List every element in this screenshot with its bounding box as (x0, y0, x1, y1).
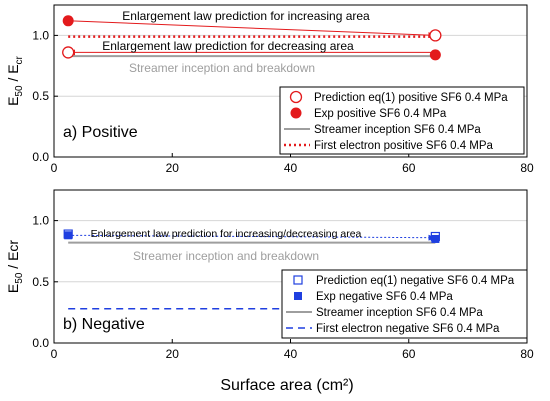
legend-label: Exp positive SF6 0.4 MPa (314, 108, 447, 120)
legend-label: Prediction eq(1) positive SF6 0.4 MPa (314, 92, 508, 104)
legend-label: Streamer inception SF6 0.4 MPa (316, 307, 483, 319)
legend-key (290, 107, 302, 119)
x-tick-label: 0 (51, 161, 58, 175)
legend-key (289, 90, 303, 104)
x-tick-label: 60 (402, 347, 416, 361)
legend-box (281, 269, 528, 339)
y-tick-label: 1.0 (32, 28, 49, 42)
x-tick-label: 40 (284, 347, 298, 361)
negative-chart-panel: 0.0 0.5 1.0 0 20 40 60 80 E50 / Ecr b) Negative En… (5, 189, 534, 361)
legend-label: Exp negative SF6 0.4 MPa (316, 291, 453, 303)
legend-label: First electron negative SF6 0.4 MPa (316, 323, 500, 335)
shared-x-axis-label: Surface area (cm²) (220, 377, 353, 394)
y-tick-label: 0.0 (32, 336, 49, 350)
x-tick-label: 40 (284, 161, 298, 175)
x-tick-label: 80 (520, 161, 534, 175)
legend-key (293, 275, 303, 285)
legend-key (294, 292, 302, 300)
data-point (429, 49, 441, 61)
data-point (64, 231, 73, 240)
y-axis-label: E50 / Ecr (5, 240, 25, 293)
positive-chart-panel: 0.0 0.5 1.0 0 20 40 60 80 E50 / Ecr a) Positive En… (5, 4, 534, 175)
y-axis-label: E50 / Ecr (5, 55, 25, 105)
legend-box (279, 86, 525, 155)
legend-label: Prediction eq(1) negative SF6 0.4 MPa (316, 275, 515, 287)
y-tick-label: 1.0 (32, 214, 49, 228)
annotation-text: Enlargement law prediction for increasin… (91, 228, 362, 240)
x-tick-label: 0 (51, 347, 58, 361)
data-point (62, 46, 75, 59)
y-tick-label: 0.5 (32, 89, 49, 103)
annotation-arrow (68, 234, 437, 241)
annotation-arrow (68, 20, 437, 39)
data-point (429, 29, 442, 42)
legend-label: Streamer inception SF6 0.4 MPa (314, 124, 481, 136)
annotation-text: Streamer inception and breakdown (133, 249, 319, 263)
annotation-text: Streamer inception and breakdown (129, 61, 315, 75)
y-tick-label: 0.0 (32, 150, 49, 164)
annotation-text: Enlargement law prediction for increasin… (122, 9, 370, 23)
x-tick-label: 20 (166, 161, 180, 175)
data-point (62, 15, 74, 27)
x-tick-label: 20 (166, 347, 180, 361)
data-point (431, 234, 440, 243)
x-tick-label: 80 (520, 347, 534, 361)
annotation-text: Enlargement law prediction for decreasin… (102, 39, 354, 53)
x-tick-label: 60 (402, 161, 416, 175)
legend-label: First electron positive SF6 0.4 MPa (314, 140, 494, 152)
panel-label: a) Positive (63, 124, 138, 141)
panel-label: b) Negative (63, 316, 145, 333)
y-tick-label: 0.5 (32, 275, 49, 289)
